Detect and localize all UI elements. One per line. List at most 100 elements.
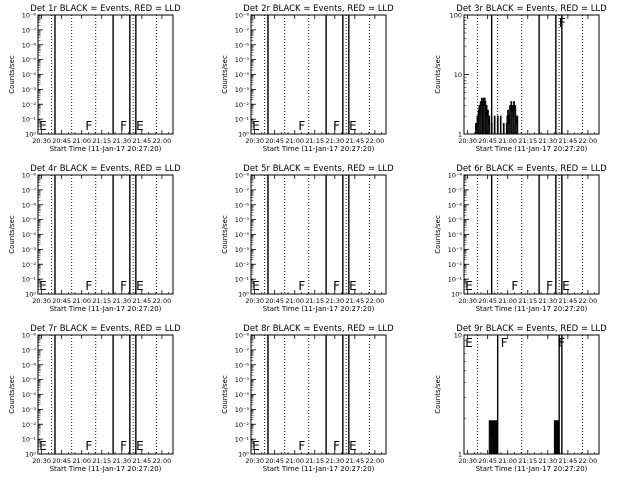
plot-frame xyxy=(463,334,600,455)
y-tick-label: 10⁻² xyxy=(235,101,250,109)
flag-label: E xyxy=(39,279,47,293)
panel-title: Det 4r BLACK = Events, RED = LLD xyxy=(30,164,181,174)
x-tick-label: 21:30 xyxy=(112,137,131,145)
y-tick-label: 10⁻¹ xyxy=(235,116,250,124)
y-tick-label: 10⁻¹ xyxy=(235,436,250,444)
y-tick-label: 10⁰ xyxy=(25,131,36,139)
panel-title: Det 9r BLACK = Events, RED = LLD xyxy=(456,324,607,334)
x-tick-label: 20:45 xyxy=(52,137,71,145)
x-tick-label: 22:00 xyxy=(153,297,172,305)
x-axis-label: Start Time (11-Jan-17 20:27:20) xyxy=(50,305,162,313)
y-tick-label: 10⁻³ xyxy=(22,246,37,254)
y-tick-label: 10⁻³ xyxy=(22,406,37,414)
x-tick-label: 21:30 xyxy=(538,297,557,305)
y-tick-label: 10⁻⁵ xyxy=(22,216,37,224)
y-axis-label: Counts/sec xyxy=(221,375,229,414)
flag-label: E xyxy=(465,279,473,293)
x-tick-label: 21:30 xyxy=(538,137,557,145)
y-tick-label: 10⁻⁴ xyxy=(22,231,37,239)
plot-frame xyxy=(250,174,387,295)
y-tick-label: 10⁻⁵ xyxy=(22,56,37,64)
y-axis-label: Counts/sec xyxy=(8,375,16,414)
y-tick-label: 10⁻⁷ xyxy=(22,186,37,194)
flag-label: E xyxy=(349,119,357,133)
y-tick-label: 10⁻² xyxy=(448,261,463,269)
y-tick-label: 10⁻⁶ xyxy=(448,201,463,209)
x-axis-label: Start Time (11-Jan-17 20:27:20) xyxy=(476,145,588,153)
panel-title: Det 8r BLACK = Events, RED = LLD xyxy=(243,324,394,334)
y-tick-label: 10⁻⁶ xyxy=(22,41,37,49)
y-axis-label: Counts/sec xyxy=(221,55,229,94)
y-tick-label: 10⁻² xyxy=(235,261,250,269)
flag-label: E xyxy=(465,336,473,350)
flag-label: E xyxy=(39,119,47,133)
y-tick-label: 10⁻⁶ xyxy=(22,361,37,369)
x-axis-label: Start Time (11-Jan-17 20:27:20) xyxy=(263,465,375,473)
flag-label: E xyxy=(562,279,570,293)
panel-det-7: Det 7r BLACK = Events, RED = LLD 20:30 20:… xyxy=(8,324,181,473)
x-tick-label: 20:45 xyxy=(265,457,284,465)
y-tick-label: 10⁰ xyxy=(238,291,249,299)
x-tick-label: 21:00 xyxy=(498,297,517,305)
y-tick-label: 10⁻⁷ xyxy=(235,346,250,354)
x-tick-label: 22:00 xyxy=(366,137,385,145)
panel-det-1: Det 1r BLACK = Events, RED = LLD 20:30 20:… xyxy=(8,4,181,153)
x-tick-label: 21:30 xyxy=(325,297,344,305)
flag-label: F xyxy=(501,336,508,350)
y-tick-label: 10⁻² xyxy=(22,421,37,429)
y-tick-label: 10⁻⁸ xyxy=(22,172,37,180)
y-tick-label: 10⁻⁴ xyxy=(235,231,250,239)
y-tick-label: 10⁻¹ xyxy=(22,276,37,284)
y-tick-label: 10⁻⁸ xyxy=(448,172,463,180)
y-axis-label: Counts/sec xyxy=(434,215,442,254)
flag-label: E xyxy=(349,439,357,453)
x-tick-label: 21:30 xyxy=(325,457,344,465)
flag-label: F xyxy=(120,279,127,293)
flag-label: F xyxy=(511,279,518,293)
panel-det-4: Det 4r BLACK = Events, RED = LLD 20:30 20:… xyxy=(8,164,181,313)
y-tick-label: 10⁻¹ xyxy=(448,276,463,284)
y-tick-label: 100 xyxy=(450,12,462,20)
x-tick-label: 21:45 xyxy=(345,137,364,145)
flag-label: F xyxy=(333,119,340,133)
y-tick-label: 10⁻³ xyxy=(22,86,37,94)
flag-label: E xyxy=(136,439,144,453)
x-tick-label: 22:00 xyxy=(579,137,598,145)
panel-det-6: Det 6r BLACK = Events, RED = LLD 20:30 20:… xyxy=(434,164,607,313)
y-tick-label: 10⁻² xyxy=(22,101,37,109)
y-axis-label: Counts/sec xyxy=(434,375,442,414)
x-tick-label: 21:00 xyxy=(498,457,517,465)
panel-det-8: Det 8r BLACK = Events, RED = LLD 20:30 20:… xyxy=(221,324,394,473)
panel-title: Det 7r BLACK = Events, RED = LLD xyxy=(30,324,181,334)
x-tick-label: 21:45 xyxy=(345,457,364,465)
x-tick-label: 21:15 xyxy=(518,297,537,305)
y-tick-label: 10⁰ xyxy=(238,451,249,459)
flag-label: E xyxy=(39,439,47,453)
x-axis-label: Start Time (11-Jan-17 20:27:20) xyxy=(50,465,162,473)
x-tick-label: 20:30 xyxy=(245,297,264,305)
y-tick-label: 10⁻¹ xyxy=(235,276,250,284)
flag-label: E xyxy=(136,119,144,133)
y-tick-label: 10⁻⁷ xyxy=(448,186,463,194)
y-tick-label: 10⁻⁸ xyxy=(235,172,250,180)
y-tick-label: 10 xyxy=(454,332,462,340)
x-tick-label: 21:15 xyxy=(305,297,324,305)
x-tick-label: 21:45 xyxy=(558,137,577,145)
y-tick-label: 10⁻⁵ xyxy=(235,376,250,384)
x-tick-label: 22:00 xyxy=(579,297,598,305)
panel-title: Det 5r BLACK = Events, RED = LLD xyxy=(243,164,394,174)
y-axis-label: Counts/sec xyxy=(221,215,229,254)
y-tick-label: 10⁰ xyxy=(238,131,249,139)
flag-label: F xyxy=(120,439,127,453)
y-tick-label: 1 xyxy=(458,451,462,459)
y-tick-label: 10⁻³ xyxy=(235,246,250,254)
y-tick-label: 10⁻⁴ xyxy=(22,71,37,79)
flag-label: F xyxy=(120,119,127,133)
plot-frame xyxy=(37,334,174,455)
x-tick-label: 20:45 xyxy=(478,137,497,145)
y-tick-label: 10⁻² xyxy=(22,261,37,269)
x-tick-label: 21:00 xyxy=(285,457,304,465)
panel-det-5: Det 5r BLACK = Events, RED = LLD 20:30 20:… xyxy=(221,164,394,313)
flag-label: F xyxy=(333,279,340,293)
